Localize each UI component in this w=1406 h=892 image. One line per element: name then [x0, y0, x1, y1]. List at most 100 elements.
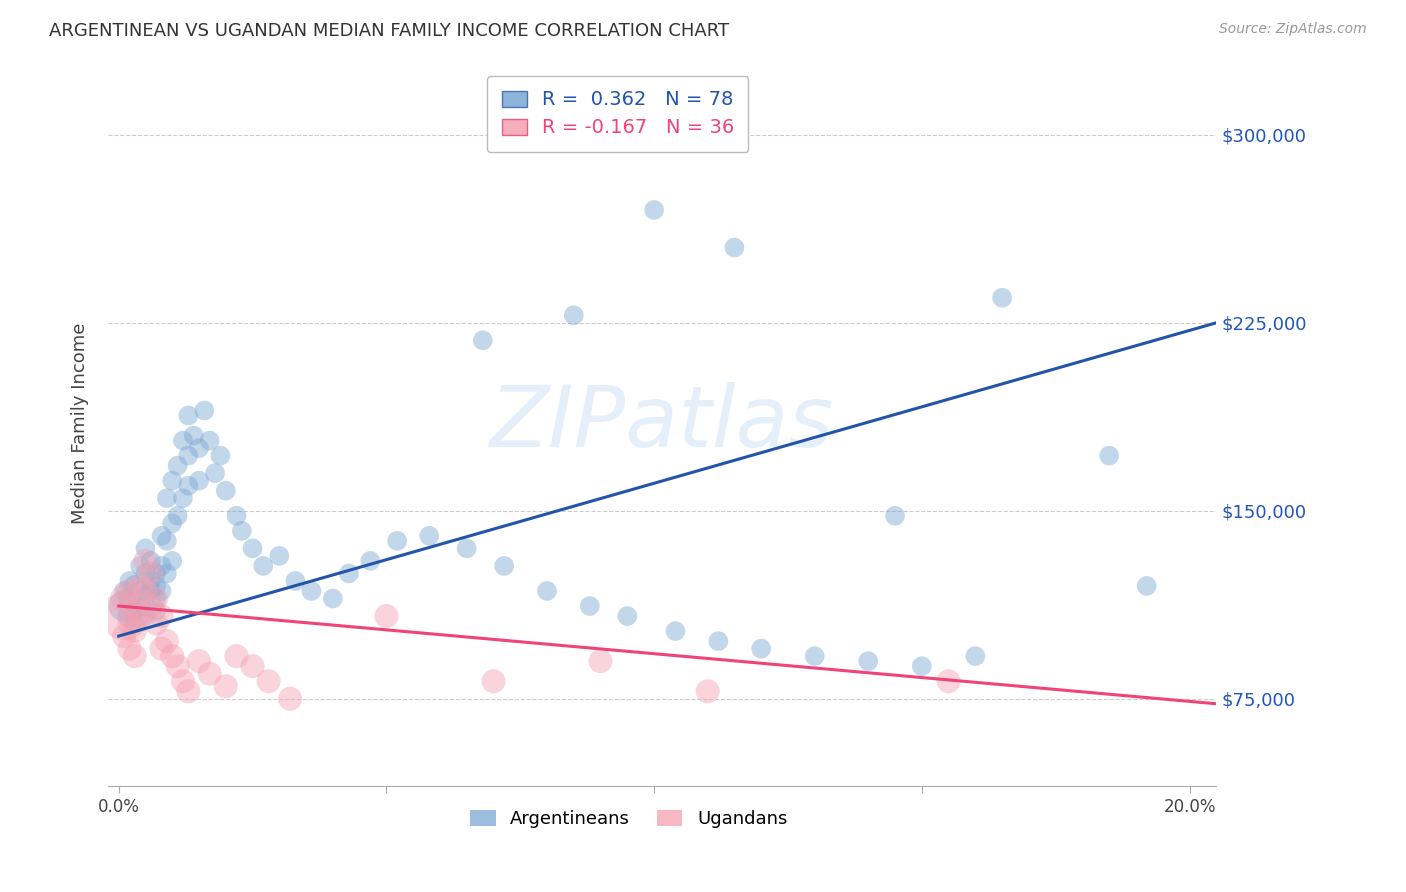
Point — [418, 529, 440, 543]
Point — [456, 541, 478, 556]
Y-axis label: Median Family Income: Median Family Income — [72, 322, 89, 524]
Point — [118, 641, 141, 656]
Point — [616, 609, 638, 624]
Point — [911, 659, 934, 673]
Point — [134, 589, 156, 603]
Point — [385, 533, 408, 548]
Point — [1098, 449, 1121, 463]
Point — [134, 584, 156, 599]
Point — [359, 554, 381, 568]
Point — [139, 554, 162, 568]
Point — [112, 591, 135, 606]
Point — [242, 541, 264, 556]
Point — [696, 684, 718, 698]
Text: ZIPatlas: ZIPatlas — [491, 382, 834, 465]
Point — [188, 474, 211, 488]
Point — [938, 674, 960, 689]
Point — [129, 579, 152, 593]
Point — [284, 574, 307, 588]
Point — [162, 649, 184, 664]
Point — [589, 654, 612, 668]
Point — [215, 679, 238, 693]
Point — [707, 634, 730, 648]
Point — [118, 609, 141, 624]
Point — [322, 591, 344, 606]
Point — [536, 584, 558, 599]
Point — [1136, 579, 1159, 593]
Point — [965, 649, 987, 664]
Point — [172, 674, 194, 689]
Point — [562, 308, 585, 322]
Point — [177, 479, 200, 493]
Text: Source: ZipAtlas.com: Source: ZipAtlas.com — [1219, 22, 1367, 37]
Point — [471, 334, 494, 348]
Point — [156, 566, 179, 581]
Point — [664, 624, 686, 638]
Point — [145, 604, 167, 618]
Point — [124, 624, 146, 638]
Point — [150, 609, 173, 624]
Point — [177, 449, 200, 463]
Text: ARGENTINEAN VS UGANDAN MEDIAN FAMILY INCOME CORRELATION CHART: ARGENTINEAN VS UGANDAN MEDIAN FAMILY INC… — [49, 22, 730, 40]
Point — [150, 584, 173, 599]
Point — [124, 579, 146, 593]
Point — [134, 566, 156, 581]
Point — [129, 558, 152, 573]
Point — [118, 574, 141, 588]
Point — [129, 599, 152, 613]
Point — [134, 554, 156, 568]
Point — [124, 649, 146, 664]
Point — [162, 516, 184, 531]
Point — [375, 609, 398, 624]
Point — [749, 641, 772, 656]
Point — [204, 466, 226, 480]
Point — [145, 616, 167, 631]
Point — [301, 584, 323, 599]
Point — [269, 549, 291, 563]
Point — [156, 634, 179, 648]
Point — [129, 584, 152, 599]
Point — [188, 654, 211, 668]
Point — [198, 666, 221, 681]
Point — [188, 441, 211, 455]
Point — [166, 508, 188, 523]
Point — [172, 434, 194, 448]
Point — [579, 599, 602, 613]
Point — [482, 674, 505, 689]
Point — [278, 691, 301, 706]
Point — [193, 403, 215, 417]
Point — [991, 291, 1014, 305]
Point — [858, 654, 880, 668]
Point — [209, 449, 232, 463]
Point — [162, 554, 184, 568]
Point — [723, 241, 745, 255]
Point — [139, 574, 162, 588]
Point — [162, 474, 184, 488]
Point — [124, 604, 146, 618]
Point — [177, 684, 200, 698]
Point — [134, 609, 156, 624]
Point — [884, 508, 907, 523]
Point — [139, 566, 162, 581]
Point — [643, 202, 665, 217]
Point — [231, 524, 253, 538]
Point — [177, 409, 200, 423]
Point — [129, 609, 152, 624]
Point — [242, 659, 264, 673]
Point — [198, 434, 221, 448]
Point — [112, 584, 135, 599]
Point — [215, 483, 238, 498]
Point — [145, 566, 167, 581]
Point — [172, 491, 194, 506]
Point — [494, 558, 516, 573]
Point — [150, 529, 173, 543]
Point — [166, 659, 188, 673]
Point — [803, 649, 825, 664]
Point — [156, 491, 179, 506]
Point — [150, 641, 173, 656]
Point — [183, 428, 205, 442]
Point — [225, 649, 247, 664]
Point — [139, 599, 162, 613]
Point — [150, 558, 173, 573]
Point — [112, 609, 135, 624]
